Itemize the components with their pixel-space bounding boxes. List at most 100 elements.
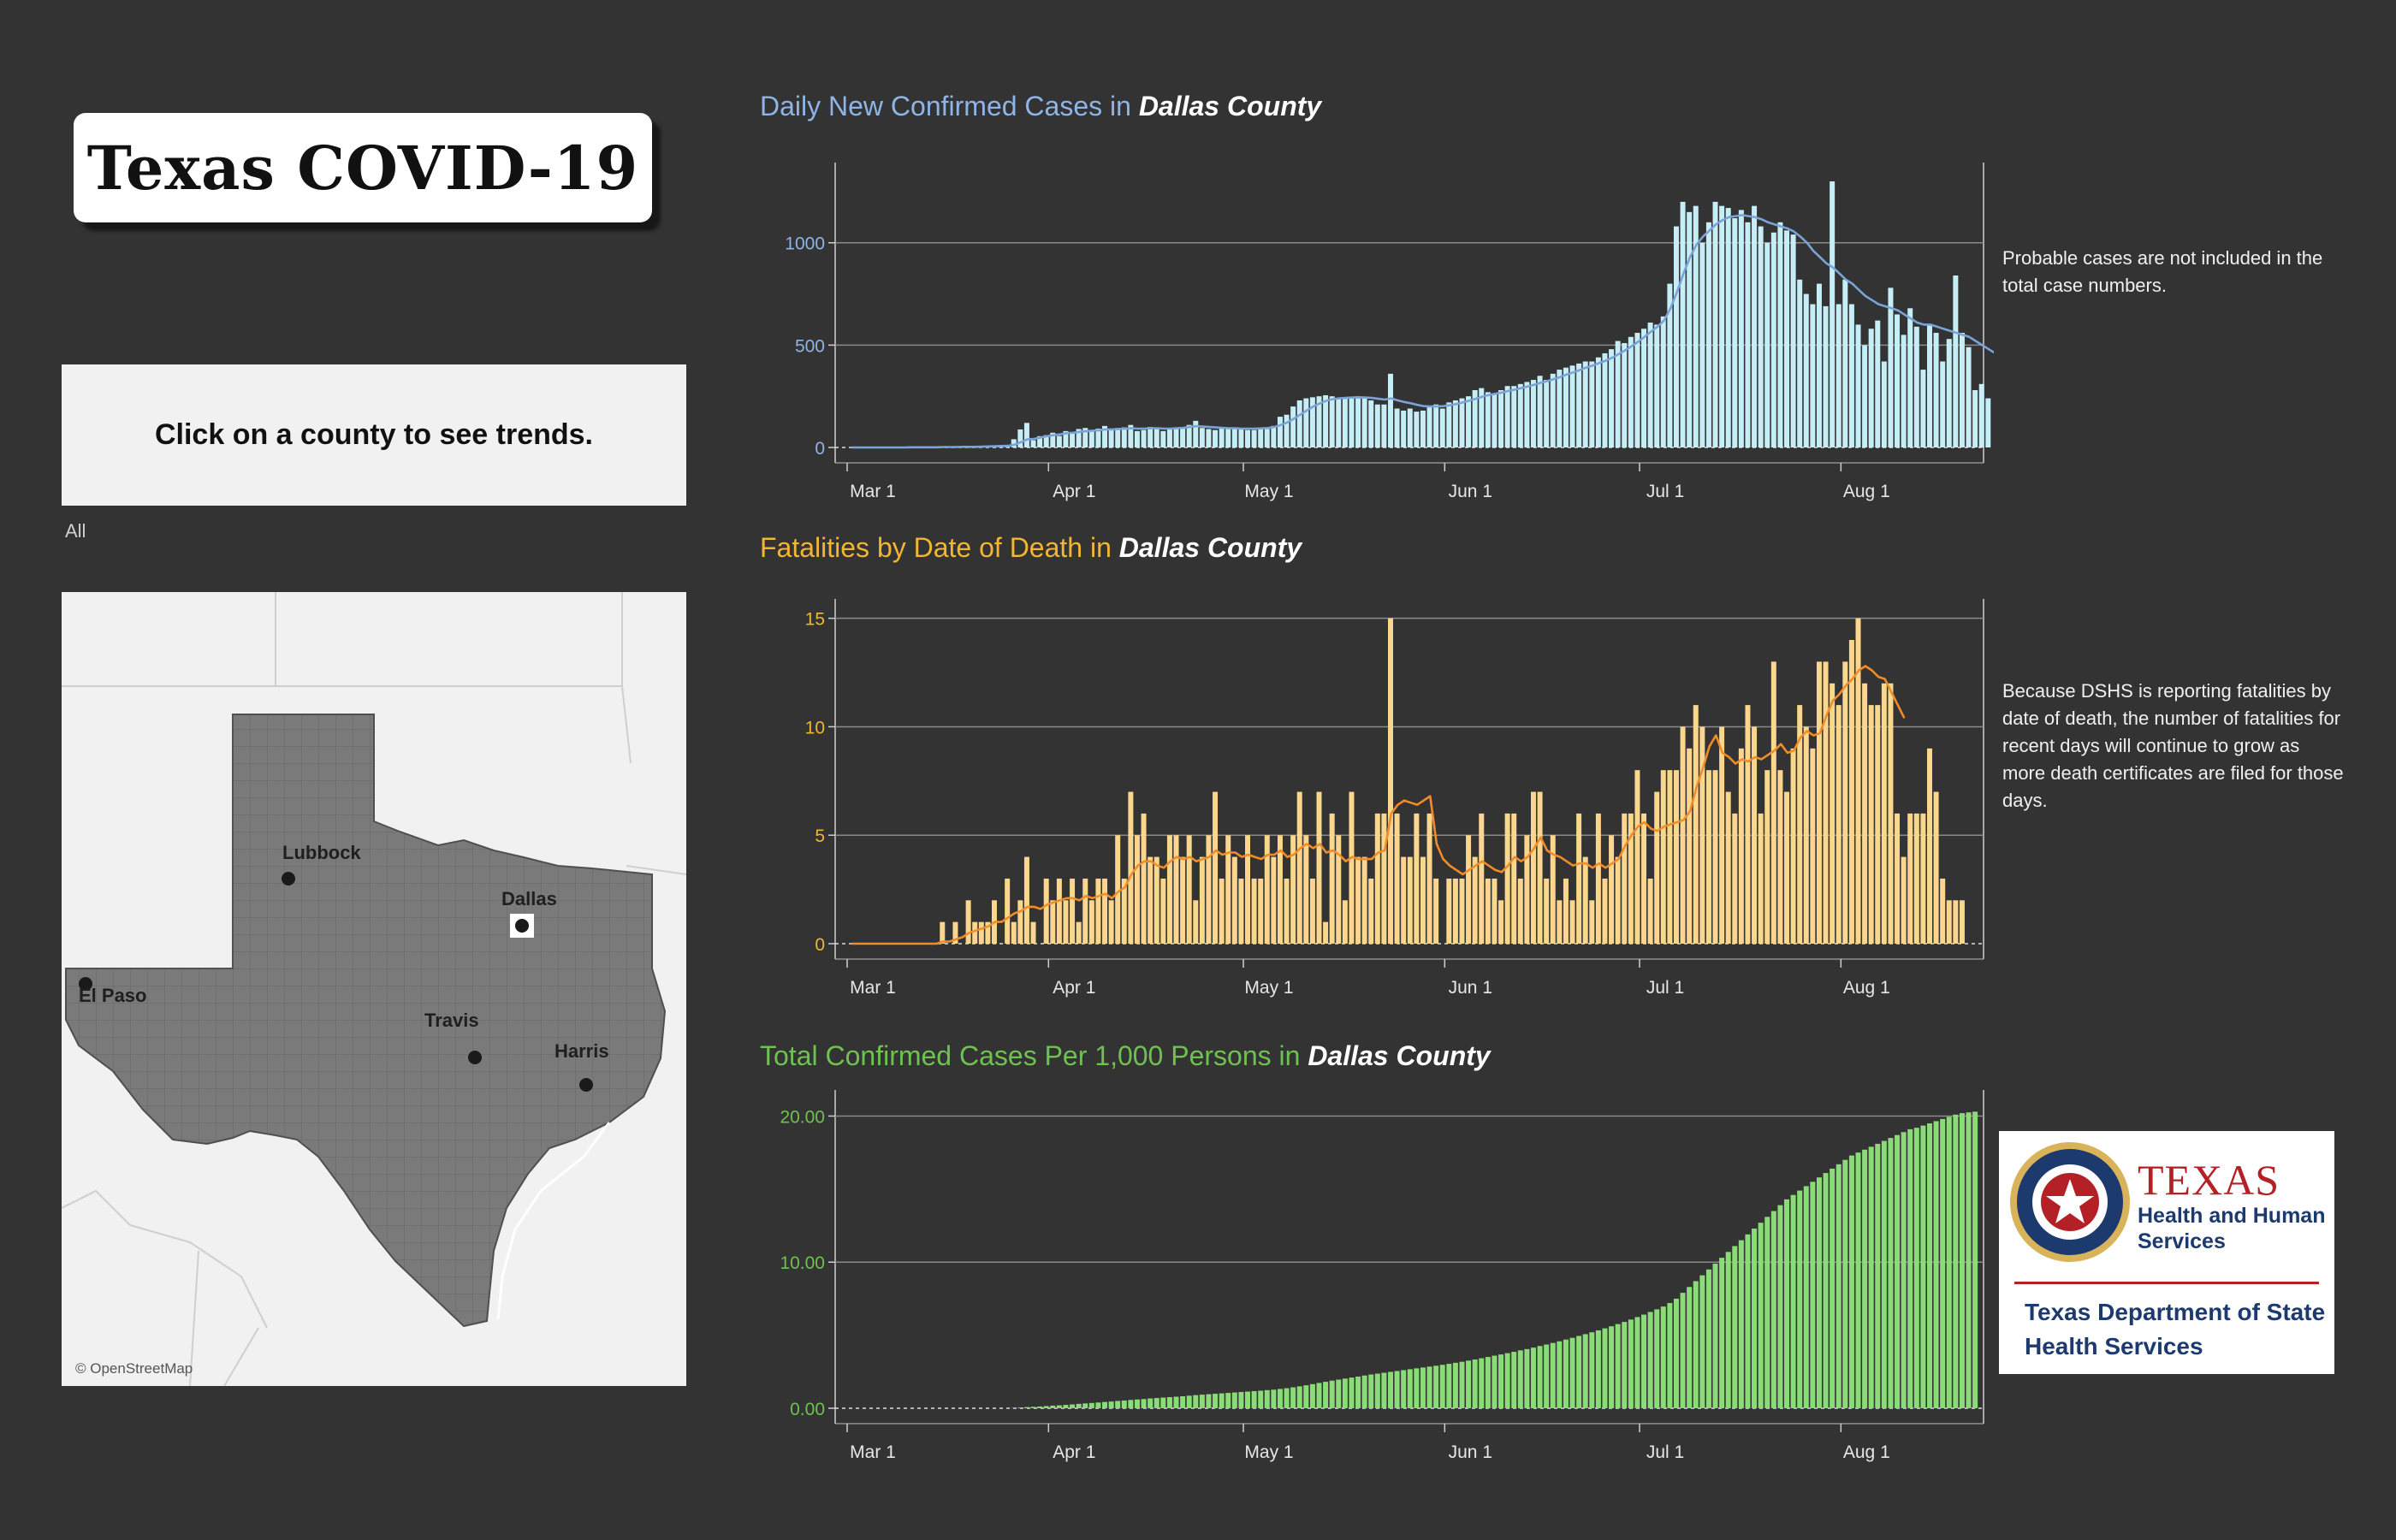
deaths-bar[interactable] bbox=[1128, 791, 1134, 944]
deaths-bar[interactable] bbox=[1166, 835, 1172, 944]
cases-bar[interactable] bbox=[1504, 386, 1510, 447]
cases-bar[interactable] bbox=[1102, 425, 1108, 447]
total-bar[interactable] bbox=[1576, 1336, 1582, 1408]
cases-bar[interactable] bbox=[1148, 427, 1154, 447]
cases-bar[interactable] bbox=[1160, 430, 1166, 447]
total-bar[interactable] bbox=[1933, 1121, 1939, 1408]
deaths-bar[interactable] bbox=[1154, 856, 1159, 944]
total-bar[interactable] bbox=[1056, 1405, 1062, 1408]
cases-bar[interactable] bbox=[1855, 324, 1861, 447]
cases-bar[interactable] bbox=[1173, 428, 1179, 447]
cases-bar[interactable] bbox=[1985, 398, 1991, 447]
cases-bar[interactable] bbox=[1466, 396, 1472, 447]
total-bar[interactable] bbox=[1303, 1385, 1309, 1408]
cases-bar[interactable] bbox=[1770, 232, 1776, 447]
cases-bar[interactable] bbox=[1186, 424, 1192, 447]
deaths-bar[interactable] bbox=[1095, 878, 1101, 944]
cases-bar[interactable] bbox=[1128, 424, 1134, 447]
cases-bar[interactable] bbox=[1349, 397, 1355, 447]
cases-bar[interactable] bbox=[1050, 432, 1056, 447]
total-bar[interactable] bbox=[1712, 1263, 1718, 1408]
cases-bar[interactable] bbox=[1830, 181, 1836, 448]
deaths-bar[interactable] bbox=[965, 900, 971, 944]
deaths-bar[interactable] bbox=[1927, 748, 1932, 944]
cases-bar[interactable] bbox=[1342, 397, 1348, 447]
total-bar[interactable] bbox=[1660, 1306, 1666, 1408]
cases-bar[interactable] bbox=[1414, 412, 1420, 447]
cases-bar[interactable] bbox=[1777, 222, 1783, 447]
total-bar[interactable] bbox=[1433, 1365, 1439, 1408]
deaths-bar[interactable] bbox=[1888, 683, 1894, 944]
deaths-bar[interactable] bbox=[1479, 813, 1485, 944]
cases-bar[interactable] bbox=[1654, 324, 1660, 447]
cases-bar[interactable] bbox=[1095, 428, 1101, 447]
deaths-bar[interactable] bbox=[1108, 900, 1114, 944]
cases-bar[interactable] bbox=[1121, 427, 1127, 447]
total-bar[interactable] bbox=[1219, 1393, 1225, 1408]
deaths-bar[interactable] bbox=[1238, 878, 1244, 944]
cases-bar[interactable] bbox=[1953, 275, 1959, 447]
total-bar[interactable] bbox=[1154, 1398, 1159, 1408]
cases-bar[interactable] bbox=[1705, 222, 1711, 447]
deaths-bar[interactable] bbox=[1563, 878, 1569, 944]
deaths-bar[interactable] bbox=[1426, 813, 1432, 944]
deaths-bar[interactable] bbox=[1615, 856, 1621, 944]
deaths-bar[interactable] bbox=[1193, 900, 1199, 944]
cases-bar[interactable] bbox=[1836, 304, 1841, 447]
cases-bar[interactable] bbox=[1284, 414, 1290, 447]
city-dot-el-paso[interactable] bbox=[79, 977, 92, 991]
cases-bar[interactable] bbox=[1271, 425, 1277, 447]
total-bar[interactable] bbox=[1544, 1344, 1550, 1408]
total-bar[interactable] bbox=[1082, 1403, 1088, 1408]
total-bar[interactable] bbox=[1752, 1228, 1758, 1408]
cases-bar[interactable] bbox=[1225, 429, 1231, 447]
total-bar[interactable] bbox=[1121, 1400, 1127, 1408]
total-bar[interactable] bbox=[1888, 1138, 1894, 1408]
total-bar[interactable] bbox=[1557, 1341, 1563, 1408]
deaths-bar[interactable] bbox=[1576, 813, 1582, 944]
cases-bar[interactable] bbox=[1895, 314, 1901, 447]
deaths-bar[interactable] bbox=[1394, 813, 1400, 944]
deaths-bar[interactable] bbox=[1452, 878, 1458, 944]
cases-bar[interactable] bbox=[1076, 429, 1082, 447]
deaths-bar[interactable] bbox=[1277, 835, 1283, 944]
cases-bar[interactable] bbox=[1622, 342, 1628, 447]
deaths-bar[interactable] bbox=[1407, 856, 1413, 944]
total-bar[interactable] bbox=[1420, 1367, 1426, 1408]
deaths-bar[interactable] bbox=[1219, 878, 1225, 944]
deaths-bar[interactable] bbox=[1316, 791, 1322, 944]
cases-bar[interactable] bbox=[1056, 435, 1062, 447]
deaths-bar[interactable] bbox=[1595, 813, 1601, 944]
map-attribution[interactable]: © OpenStreetMap bbox=[75, 1360, 193, 1377]
cases-bar[interactable] bbox=[1368, 400, 1374, 447]
deaths-bar[interactable] bbox=[1401, 856, 1407, 944]
total-bar[interactable] bbox=[1810, 1182, 1816, 1408]
total-bar[interactable] bbox=[1173, 1396, 1179, 1408]
cases-bar[interactable] bbox=[1524, 382, 1530, 447]
cases-bar[interactable] bbox=[1309, 397, 1315, 447]
cases-bar[interactable] bbox=[1141, 429, 1147, 447]
total-bar[interactable] bbox=[1972, 1111, 1978, 1408]
total-bar[interactable] bbox=[1485, 1357, 1491, 1408]
cases-bar[interactable] bbox=[1823, 305, 1829, 447]
total-bar[interactable] bbox=[1238, 1392, 1244, 1408]
deaths-bar[interactable] bbox=[1557, 900, 1563, 944]
cases-bar[interactable] bbox=[1862, 345, 1868, 447]
cases-bar[interactable] bbox=[1388, 373, 1393, 447]
deaths-bar[interactable] bbox=[1628, 813, 1634, 944]
total-bar[interactable] bbox=[1732, 1246, 1738, 1408]
total-bar[interactable] bbox=[1719, 1258, 1725, 1408]
deaths-bar[interactable] bbox=[1271, 856, 1277, 944]
deaths-bar[interactable] bbox=[1148, 856, 1154, 944]
cases-bar[interactable] bbox=[1589, 361, 1595, 447]
total-bar[interactable] bbox=[1687, 1287, 1693, 1408]
deaths-bar[interactable] bbox=[1758, 813, 1764, 944]
cases-bar[interactable] bbox=[1245, 429, 1251, 447]
deaths-bar[interactable] bbox=[1231, 856, 1237, 944]
total-bar[interactable] bbox=[1193, 1395, 1199, 1408]
city-dot-harris[interactable] bbox=[579, 1078, 593, 1092]
cases-bar[interactable] bbox=[1881, 361, 1887, 447]
cases-bar[interactable] bbox=[1023, 423, 1029, 447]
deaths-bar[interactable] bbox=[1017, 900, 1023, 944]
cases-bar[interactable] bbox=[1582, 361, 1588, 447]
